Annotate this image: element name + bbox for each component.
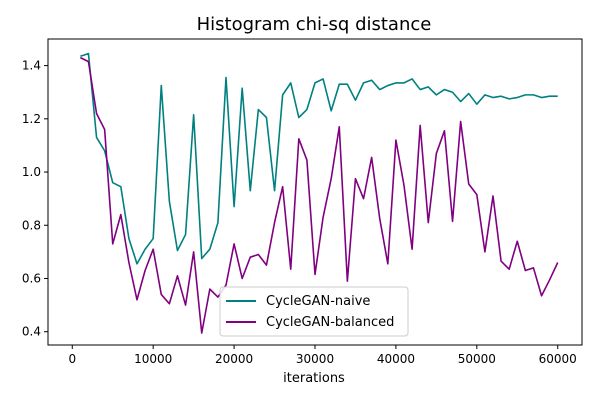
x-tick-label: 60000 [539, 352, 577, 366]
x-tick-label: 10000 [134, 352, 172, 366]
x-tick-label: 50000 [458, 352, 496, 366]
legend-label-cyclegan-balanced: CycleGAN-balanced [266, 315, 394, 330]
x-tick-label: 0 [68, 352, 76, 366]
x-tick-label: 30000 [296, 352, 334, 366]
series-line-cyclegan-naive [80, 52, 558, 265]
series-layer [80, 52, 559, 334]
x-axis: 0 10000 20000 30000 40000 50000 60000 [68, 345, 577, 366]
x-tick-label: 40000 [377, 352, 415, 366]
y-axis: 0.4 0.6 0.8 1.0 1.2 1.4 [22, 59, 48, 339]
y-tick-label: 0.4 [22, 325, 41, 339]
chart-title: Histogram chi-sq distance [197, 14, 432, 35]
y-tick-label: 0.8 [22, 218, 41, 232]
y-tick-label: 1.4 [22, 59, 41, 73]
series-line-cyclegan-balanced [80, 56, 559, 334]
x-tick-label: 20000 [215, 352, 253, 366]
x-axis-label: iterations [283, 371, 345, 386]
legend-box [219, 286, 409, 337]
y-tick-label: 1.2 [22, 112, 41, 126]
y-tick-label: 0.6 [22, 271, 41, 285]
y-tick-label: 1.0 [22, 165, 41, 179]
legend: CycleGAN-naive CycleGAN-balanced [219, 286, 409, 337]
legend-label-cyclegan-naive: CycleGAN-naive [266, 294, 370, 309]
